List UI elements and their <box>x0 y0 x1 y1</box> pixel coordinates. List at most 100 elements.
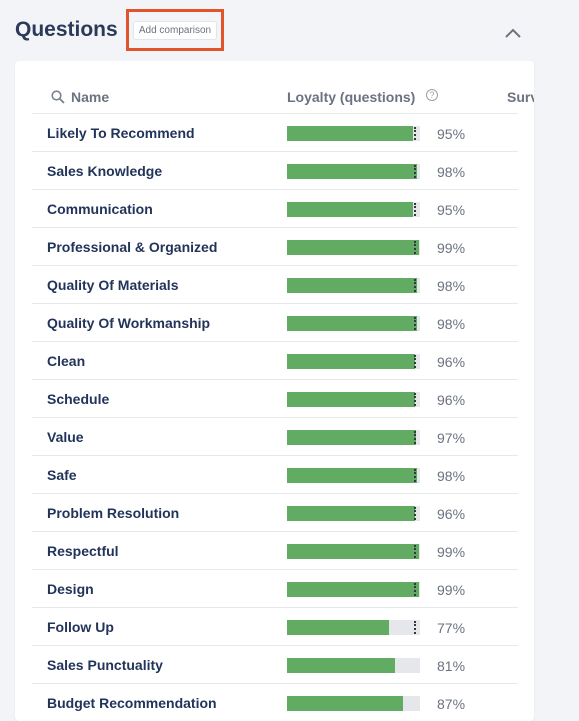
column-header-loyalty-label: Loyalty (questions) <box>287 89 416 105</box>
question-name: Clean <box>47 353 86 369</box>
table-row[interactable]: Clean 96% <box>32 341 518 379</box>
loyalty-bar <box>287 392 420 407</box>
benchmark-marker <box>414 279 416 292</box>
loyalty-bar-fill <box>287 278 417 293</box>
loyalty-bar <box>287 696 420 711</box>
question-name: Sales Punctuality <box>47 657 163 673</box>
loyalty-bar <box>287 658 420 673</box>
column-header-name-label: Name <box>71 89 110 105</box>
question-name: Value <box>47 429 84 445</box>
question-name: Professional & Organized <box>47 239 218 255</box>
loyalty-bar <box>287 430 420 445</box>
loyalty-bar-fill <box>287 126 413 141</box>
loyalty-bar-fill <box>287 430 416 445</box>
questions-header: Questions Add comparison <box>0 0 579 60</box>
loyalty-percent: 81% <box>437 658 466 674</box>
table-row[interactable]: Design 99% <box>32 569 518 607</box>
page-title: Questions <box>15 18 118 41</box>
loyalty-percent: 98% <box>437 316 466 332</box>
benchmark-marker <box>414 165 416 178</box>
column-header-name[interactable]: Name <box>51 89 109 105</box>
table-row[interactable]: Problem Resolution 96% <box>32 493 518 531</box>
loyalty-bar-fill <box>287 582 419 597</box>
loyalty-bar-fill <box>287 164 417 179</box>
column-header-loyalty[interactable]: Loyalty (questions) <box>287 89 415 105</box>
loyalty-bar-fill <box>287 658 395 673</box>
benchmark-marker <box>414 203 416 216</box>
loyalty-bar-fill <box>287 316 417 331</box>
loyalty-bar <box>287 278 420 293</box>
question-name: Design <box>47 581 94 597</box>
table-header: Name Loyalty (questions) ? Surv <box>15 61 534 113</box>
loyalty-percent: 99% <box>437 544 466 560</box>
add-comparison-highlight: Add comparison <box>126 9 224 51</box>
benchmark-marker <box>414 431 416 444</box>
table-row[interactable]: Value 97% <box>32 417 518 455</box>
question-name: Quality Of Materials <box>47 277 179 293</box>
question-name: Sales Knowledge <box>47 163 163 179</box>
column-header-survey[interactable]: Surv <box>507 89 534 105</box>
loyalty-bar-fill <box>287 468 417 483</box>
add-comparison-button[interactable]: Add comparison <box>132 20 218 40</box>
loyalty-bar <box>287 240 420 255</box>
loyalty-bar <box>287 582 420 597</box>
loyalty-bar <box>287 354 420 369</box>
benchmark-marker <box>414 355 416 368</box>
table-row[interactable]: Safe 98% <box>32 455 518 493</box>
benchmark-marker <box>414 583 416 596</box>
table-row[interactable]: Professional & Organized 99% <box>32 227 518 265</box>
table-row[interactable]: Budget Recommendation 87% <box>32 683 518 721</box>
question-name: Respectful <box>47 543 119 559</box>
loyalty-bar <box>287 468 420 483</box>
question-name: Safe <box>47 467 77 483</box>
loyalty-bar-fill <box>287 544 419 559</box>
question-name: Schedule <box>47 391 110 407</box>
table-row[interactable]: Likely To Recommend 95% <box>32 113 518 151</box>
benchmark-marker <box>414 469 416 482</box>
table-row[interactable]: Sales Punctuality 81% <box>32 645 518 683</box>
table-row[interactable]: Sales Knowledge 98% <box>32 151 518 189</box>
question-name: Budget Recommendation <box>47 695 217 711</box>
loyalty-bar-fill <box>287 354 415 369</box>
loyalty-bar-fill <box>287 696 403 711</box>
loyalty-bar <box>287 316 420 331</box>
loyalty-bar-fill <box>287 202 413 217</box>
loyalty-percent: 95% <box>437 126 466 142</box>
loyalty-percent: 95% <box>437 202 466 218</box>
table-row[interactable]: Communication 95% <box>32 189 518 227</box>
loyalty-bar-fill <box>287 240 419 255</box>
table-row[interactable]: Respectful 99% <box>32 531 518 569</box>
chevron-up-icon[interactable] <box>503 24 523 42</box>
table-row[interactable]: Schedule 96% <box>32 379 518 417</box>
loyalty-percent: 99% <box>437 582 466 598</box>
benchmark-marker <box>414 317 416 330</box>
loyalty-bar <box>287 202 420 217</box>
table-row[interactable]: Quality Of Workmanship 98% <box>32 303 518 341</box>
table-row[interactable]: Quality Of Materials 98% <box>32 265 518 303</box>
loyalty-percent: 96% <box>437 354 466 370</box>
loyalty-bar <box>287 506 420 521</box>
question-name: Communication <box>47 201 153 217</box>
help-icon[interactable]: ? <box>426 89 438 101</box>
loyalty-percent: 96% <box>437 506 466 522</box>
loyalty-percent: 99% <box>437 240 466 256</box>
benchmark-marker <box>414 507 416 520</box>
benchmark-marker <box>414 545 416 558</box>
loyalty-bar <box>287 164 420 179</box>
search-icon[interactable] <box>51 90 65 104</box>
loyalty-bar <box>287 126 420 141</box>
question-name: Likely To Recommend <box>47 125 195 141</box>
benchmark-marker <box>414 621 416 634</box>
question-name: Follow Up <box>47 619 114 635</box>
question-name: Quality Of Workmanship <box>47 315 211 331</box>
loyalty-percent: 77% <box>437 620 466 636</box>
loyalty-percent: 97% <box>437 430 466 446</box>
questions-table-card: Name Loyalty (questions) ? Surv Likely T… <box>15 61 534 721</box>
table-row[interactable]: Follow Up 77% <box>32 607 518 645</box>
loyalty-percent: 98% <box>437 468 466 484</box>
loyalty-bar-fill <box>287 620 389 635</box>
loyalty-percent: 98% <box>437 164 466 180</box>
benchmark-marker <box>414 241 416 254</box>
benchmark-marker <box>414 393 416 406</box>
loyalty-bar <box>287 544 420 559</box>
